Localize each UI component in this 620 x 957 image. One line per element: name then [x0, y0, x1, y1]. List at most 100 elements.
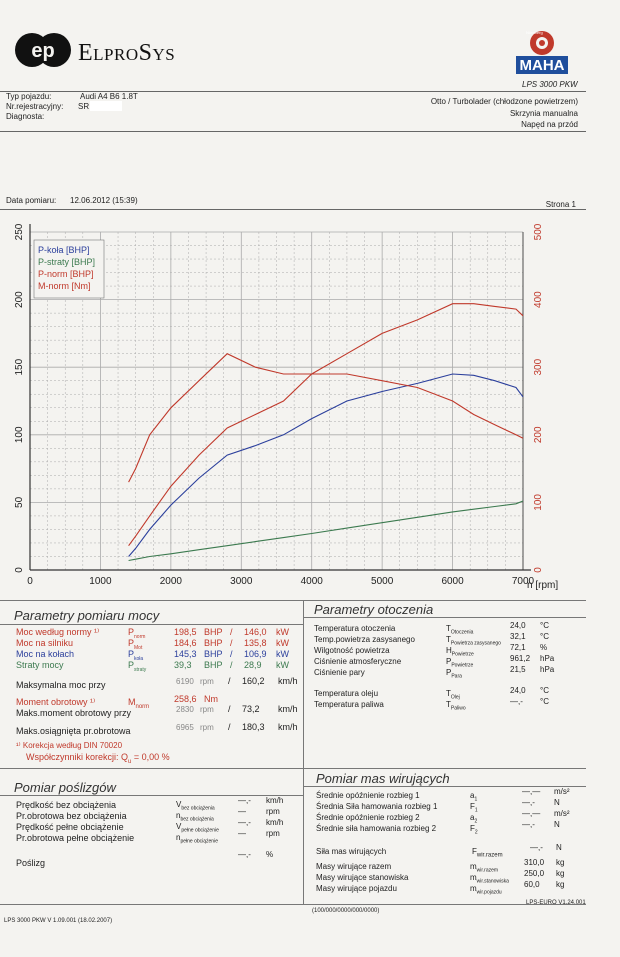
mass-row-unit: m/s² [554, 809, 570, 818]
ambient-row-label: Temperatura paliwa [314, 700, 384, 709]
elprosys-logo-mark: ep [31, 40, 54, 62]
ambient-row-symbol-sym: P [446, 668, 452, 677]
slip-row-value: — [238, 807, 246, 816]
slip-row-symbol-sym: V [176, 822, 182, 831]
mass-row-label: Masy wirujące pojazdu [316, 884, 397, 893]
diagnosis-label: Diagnosta: [6, 112, 45, 121]
power-row-slash: / [230, 627, 233, 637]
params-top-line [0, 600, 586, 601]
mass-row-value: 250,0 [524, 869, 545, 878]
slip-row-symbol: npełne obciążenie [176, 833, 218, 845]
params-middle-divider [303, 600, 304, 768]
force-value: —,- [530, 843, 543, 852]
slip-row-symbol-sym: n [176, 833, 181, 842]
slip-row-unit: rpm [266, 807, 280, 816]
ambient-row-symbol: TOlej [446, 689, 460, 701]
ambient-row-symbol-sub: Powietrze [451, 651, 474, 658]
measurement-date: 12.06.2012 (15:39) [70, 196, 138, 205]
correction-factor: Współczynniki korekcji: Qu = 0,00 % [26, 752, 170, 765]
vehicle-type-label: Typ pojazdu: [6, 92, 52, 101]
mass-row-value: —,- [522, 820, 535, 829]
mass-row-symbol: mwir.razem [470, 862, 498, 874]
mass-row-symbol-sub: 2 [474, 818, 478, 825]
power-row-bhp: 198,5 [174, 627, 197, 637]
ambient-row-label: Temp.powietrza zasysanego [314, 635, 415, 644]
power-row-kw-unit: kW [276, 660, 289, 670]
power-row-bhp: 184,6 [174, 638, 197, 648]
mass-row-symbol-sym: m [470, 873, 477, 882]
registration: SR [78, 102, 90, 111]
series-line-1 [128, 500, 524, 562]
correction-factor-label: Współczynniki korekcji: Q [26, 752, 129, 762]
lower-middle-divider [303, 768, 304, 904]
ambient-row-symbol-sym: T [446, 700, 451, 709]
power-title-line [0, 624, 303, 625]
ambient-row-symbol-sym: T [446, 689, 451, 698]
header-bottom-divider [0, 131, 586, 132]
correction-factor-sub: u [128, 758, 132, 765]
mass-row-symbol-sub: wir.pojazdu [476, 889, 502, 896]
registration-redacted [90, 101, 122, 111]
ambient-row-label: Wilgotność powietrza [314, 646, 390, 655]
slip-value: —,- [238, 850, 251, 859]
slip-row-label: Pr.obrotowa pełne obciążenie [16, 833, 135, 843]
ambient-row-unit: °C [540, 686, 549, 695]
mass-row-value: 310,0 [524, 858, 545, 867]
slip-row-symbol: nbez obciążenia [176, 811, 214, 823]
legend-item: P-norm [BHP] [38, 269, 94, 279]
maha-badge-text: Nürnberg [526, 30, 543, 35]
power-curve-chart: 0 1000 2000 3000 4000 5000 6000 700005010015020… [14, 223, 558, 591]
max-torque-slash: / [228, 704, 231, 714]
torque-label: Moment obrotowy ¹⁾ [16, 697, 96, 707]
force-sub: wir.razem [476, 852, 503, 859]
power-row-symbol-sub: straty [134, 666, 147, 673]
y-tick-label-left: 100 [14, 426, 25, 443]
y-tick-label-right: 200 [533, 426, 544, 443]
mass-row-symbol: a1 [470, 791, 477, 803]
max-rpm-speed: 180,3 [242, 722, 265, 732]
mass-row-symbol-sub: 1 [474, 796, 478, 803]
gearbox: Skrzynia manualna [509, 109, 578, 118]
power-row-label: Moc na kołach [16, 649, 75, 659]
y-tick-label-left: 250 [14, 223, 25, 240]
mass-row-symbol: F1 [470, 802, 478, 814]
date-label: Data pomiaru: [6, 196, 57, 205]
x-tick-label: 5000 [371, 576, 394, 587]
ambient-section-title: Parametry otoczenia [314, 602, 434, 617]
mass-row-unit: kg [556, 858, 565, 867]
power-row-slash: / [230, 660, 233, 670]
y-tick-label-right: 400 [533, 291, 544, 308]
x-tick-label: 2000 [160, 576, 183, 587]
power-row-bhp-unit: BHP [204, 638, 223, 648]
slip-row-value: —,- [238, 796, 251, 805]
ambient-row-symbol: PPowietrze [446, 657, 473, 669]
slip-row-label: Prędkość bez obciążenia [16, 800, 117, 810]
power-row-slash: / [230, 638, 233, 648]
y-tick-label-right: 100 [533, 494, 544, 511]
slip-row-symbol: Vbez obciążenia [176, 800, 215, 812]
ambient-row-symbol-sym: H [446, 646, 452, 655]
mass-row-symbol: mwir.stanowiska [470, 873, 509, 885]
ambient-row-value: 961,2 [510, 654, 531, 663]
power-row-symbol: Pnorm [128, 627, 145, 640]
maha-logo-text: MAHA [520, 57, 565, 74]
y-tick-label-right: 500 [533, 223, 544, 240]
max-torque-rpm-unit: rpm [200, 705, 214, 714]
ambient-row-value: —,- [510, 697, 523, 706]
ambient-row-symbol-sym: P [446, 657, 452, 666]
correction-note: ¹⁾ Korekcja według DIN 70020 [16, 741, 123, 750]
power-row-bhp: 39,3 [174, 660, 192, 670]
y-tick-label-left: 200 [14, 291, 25, 308]
mass-row-label: Średnie siła hamowania rozbieg 2 [316, 824, 437, 833]
ambient-row-unit: hPa [540, 654, 555, 663]
slip-row-symbol-sub: bez obciążenia [181, 805, 215, 812]
ambient-row-label: Ciśnienie atmosferyczne [314, 657, 402, 666]
power-row-symbol: Pstraty [128, 660, 146, 673]
power-row-symbol-sub: Mot [134, 644, 143, 651]
mass-row-symbol-sym: m [470, 862, 477, 871]
power-row-kw-unit: kW [276, 627, 289, 637]
slip-section-title: Pomiar poślizgów [14, 780, 116, 795]
bottom-line [0, 904, 586, 905]
mass-title-line [303, 786, 586, 787]
